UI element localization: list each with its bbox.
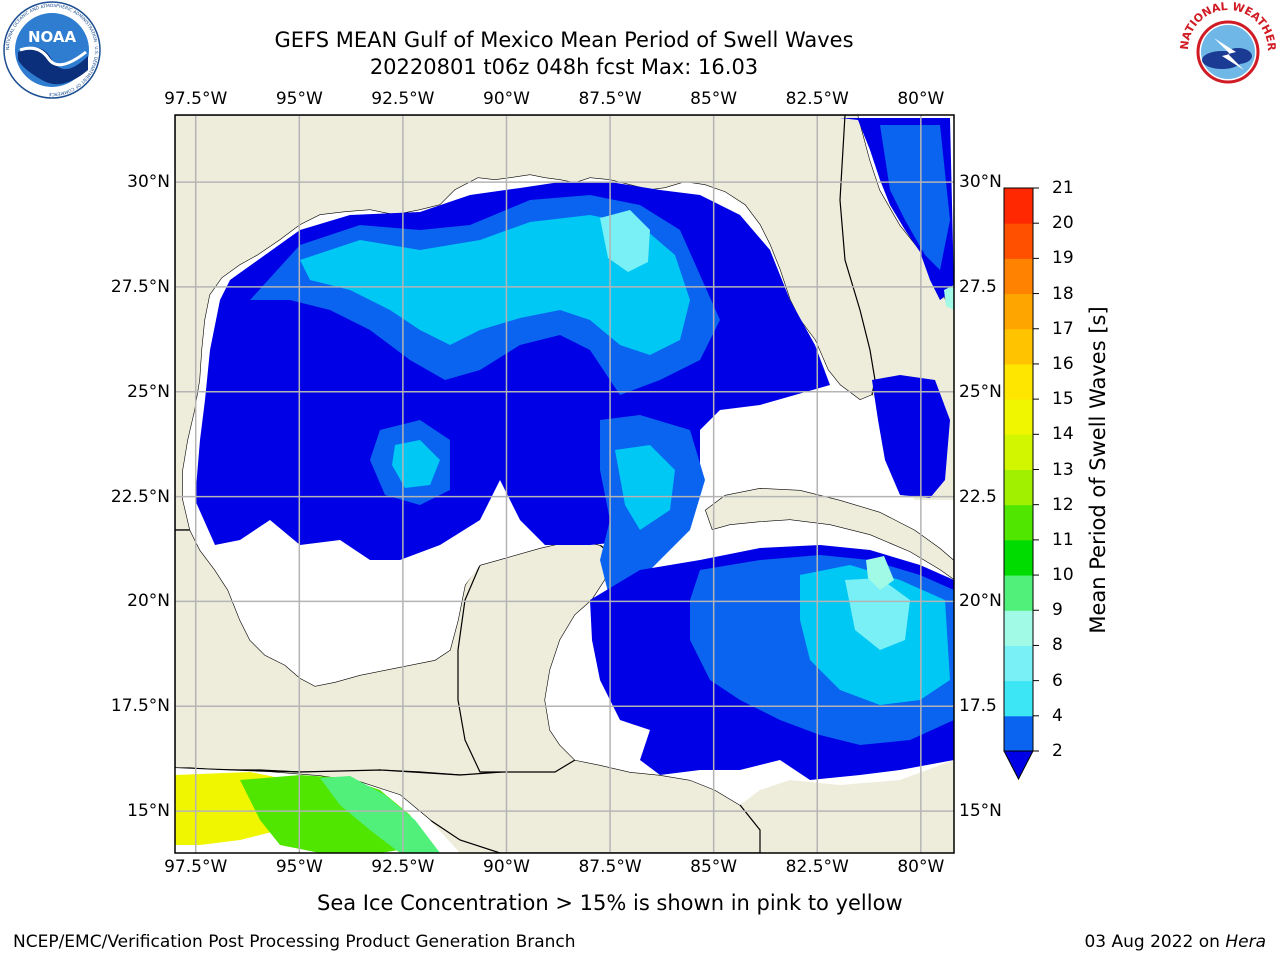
colorbar-tick-label: 8 [1052, 635, 1063, 656]
lon-label: 90°W [483, 857, 530, 877]
footer-right: 03 Aug 2022 on Hera [1084, 932, 1266, 952]
colorbar-bin [1004, 504, 1033, 541]
colorbar-tick-label: 18 [1052, 283, 1074, 304]
lat-label: 25°N [127, 381, 170, 402]
lat-label: 22.5 [959, 486, 997, 507]
lon-label: 92.5°W [371, 89, 435, 109]
lat-label: 22.5°N [110, 486, 170, 507]
colorbar-tick-label: 17 [1052, 318, 1074, 339]
colorbar-bin [1004, 715, 1033, 752]
colorbar-tick-label: 10 [1052, 565, 1074, 586]
footer-date: 03 Aug 2022 on [1084, 932, 1226, 952]
lon-label: 95°W [275, 857, 323, 877]
colorbar-bin [1004, 645, 1033, 682]
swell-band-8-9-caribbean [845, 578, 910, 650]
colorbar-tick-label: 2 [1052, 741, 1063, 761]
lon-label: 80°W [897, 89, 945, 109]
colorbar-tick-label: 20 [1052, 213, 1074, 234]
swell-band-8-9-north [600, 210, 650, 272]
swell-band-9-10-caribbean [866, 556, 894, 590]
colorbar-tick-label: 4 [1052, 705, 1063, 726]
lon-label: 97.5°W [164, 857, 228, 877]
colorbar-bin [1004, 399, 1033, 435]
lat-label: 30°N [959, 172, 1002, 193]
colorbar-extend-arrow [1003, 750, 1034, 781]
lat-label: 27.5°N [110, 276, 170, 297]
swell-period-fill [175, 118, 954, 853]
colorbar-bin [1004, 539, 1033, 576]
lat-label: 15°N [127, 801, 170, 822]
lat-label: 30°N [127, 172, 170, 193]
colorbar-bin [1004, 434, 1033, 470]
lon-label: 82.5°W [785, 857, 849, 877]
colorbar-bin [1004, 363, 1033, 400]
swell-band-pacific-lightgreen [320, 776, 440, 853]
colorbar-bin [1004, 610, 1033, 646]
lat-label: 15°N [959, 801, 1002, 822]
lon-label: 80°W [897, 857, 945, 877]
map-frame [174, 114, 955, 854]
swell-band-9-10-atlantic [944, 285, 954, 310]
lat-label: 20°N [959, 591, 1002, 612]
colorbar-tick-label: 13 [1052, 459, 1074, 480]
colorbar-bin [1004, 575, 1033, 611]
lon-label: 85°W [690, 89, 738, 109]
swell-band-6-8-central [392, 440, 440, 488]
colorbar-bin [1004, 680, 1033, 717]
footer-host: Hera [1225, 932, 1266, 952]
colorbar-tick-label: 6 [1052, 670, 1063, 691]
colorbar-bin [1004, 469, 1033, 506]
lon-label: 87.5°W [578, 89, 642, 109]
map-gridlines [175, 115, 954, 853]
colorbar-bin [1004, 188, 1033, 224]
colorbar-bin [1004, 293, 1033, 330]
colorbar-bin [1004, 223, 1033, 259]
lat-label: 17.5°N [110, 696, 170, 717]
footer-left: NCEP/EMC/Verification Post Processing Pr… [13, 932, 576, 952]
lon-label: 95°W [275, 89, 323, 109]
lat-label: 27.5 [959, 276, 997, 297]
colorbar-tick-label: 14 [1052, 424, 1074, 445]
colorbar-tick-label: 19 [1052, 248, 1074, 269]
lat-label: 20°N [127, 591, 170, 612]
lat-label: 17.5 [959, 696, 997, 717]
noaa-logo-text: NOAA [28, 28, 77, 46]
lon-label: 90°W [483, 89, 530, 109]
colorbar-tick-label: 12 [1052, 494, 1074, 515]
swell-band-6-8-north [300, 215, 690, 355]
colorbar-label: Mean Period of Swell Waves [s] [1086, 306, 1110, 634]
colorbar-bin [1004, 258, 1033, 295]
colorbar-tick-label: 16 [1052, 353, 1074, 374]
lon-label: 82.5°W [785, 89, 849, 109]
swell-band-6-8-strait [615, 445, 675, 530]
colorbar [1003, 187, 1039, 781]
colorbar-tick-label: 9 [1052, 600, 1063, 621]
map-area [175, 115, 954, 853]
chart-subtitle: 20220801 t06z 048h fcst Max: 16.03 [369, 55, 759, 79]
nws-logo-icon: NATIONAL WEATHER SERVICE [1178, 0, 1278, 98]
lon-label: 92.5°W [371, 857, 435, 877]
colorbar-tick-label: 11 [1052, 529, 1074, 550]
swell-band-2-4-atlantic-south [872, 375, 950, 498]
chart-title: GEFS MEAN Gulf of Mexico Mean Period of … [274, 28, 854, 52]
lon-label: 87.5°W [578, 857, 642, 877]
noaa-logo-icon: NOAA NATIONAL OCEANIC AND ATMOSPHERIC AD… [3, 1, 101, 99]
colorbar-bin [1004, 328, 1033, 365]
swell-band-4-6-atlantic [880, 125, 950, 270]
lon-label: 97.5°W [164, 89, 228, 109]
lat-label: 25°N [959, 381, 1002, 402]
lon-label: 85°W [690, 857, 738, 877]
colorbar-tick-label: 15 [1052, 389, 1074, 410]
sea-ice-note: Sea Ice Concentration > 15% is shown in … [317, 891, 903, 915]
colorbar-tick-label: 21 [1052, 178, 1074, 198]
